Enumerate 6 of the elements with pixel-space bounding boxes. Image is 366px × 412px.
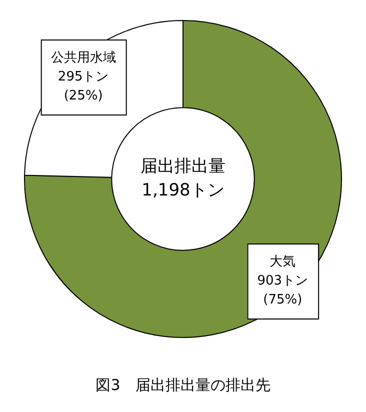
data-label: 295トン (25%) [58, 69, 109, 104]
slice-label: 公共用水域 [50, 50, 116, 66]
slice-label: 大気 [270, 254, 296, 270]
text: 図3 届出排出量の排出先 [94, 376, 272, 395]
data-label: 903トン (75%) [257, 273, 308, 308]
text: 届出排出量 1,198トン [140, 156, 226, 200]
